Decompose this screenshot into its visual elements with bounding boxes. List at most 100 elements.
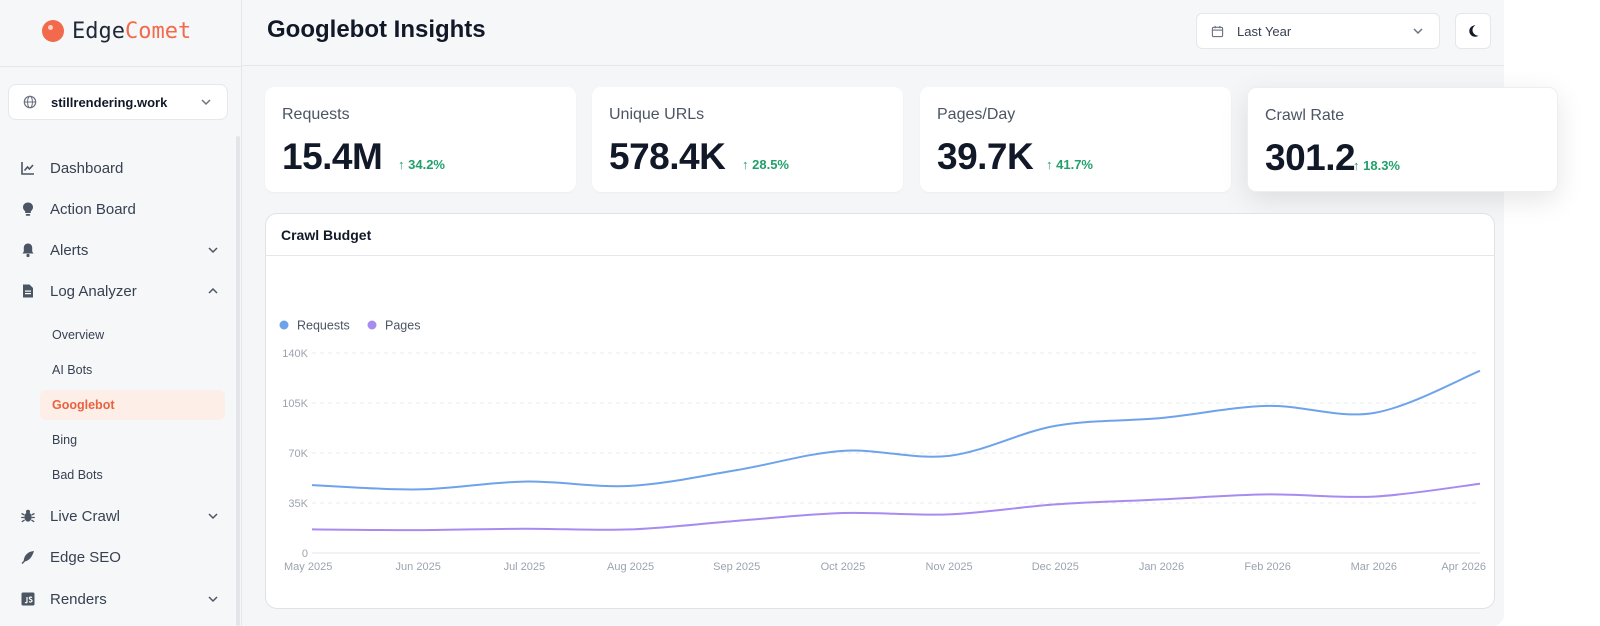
x-tick-label: Jul 2025 <box>504 561 546 573</box>
series-line-pages <box>311 482 1481 532</box>
crawl-budget-panel: Crawl Budget Requests Pages 0 35K 70K 105K 140… <box>265 213 1495 609</box>
stat-delta: ↑ 28.5% <box>742 157 789 172</box>
globe-icon <box>23 95 37 109</box>
stat-delta: ↑ 34.2% <box>398 157 445 172</box>
y-tick-label: 0 <box>302 548 308 560</box>
calendar-icon <box>1211 25 1224 37</box>
x-tick-label: Nov 2025 <box>926 561 973 573</box>
stat-delta-value: 18.3% <box>1363 158 1400 173</box>
crawl-budget-chart: Requests Pages 0 35K 70K 105K 140K May 2025 Jun … <box>279 319 1486 573</box>
arrow-up-icon: ↑ <box>1046 157 1057 172</box>
stat-card-pages-per-day: Pages/Day 39.7K ↑ 41.7% <box>920 87 1231 192</box>
subnav-item-googlebot[interactable]: Googlebot <box>40 390 225 420</box>
x-tick-label: Feb 2026 <box>1244 561 1290 573</box>
chart-title: Crawl Budget <box>281 226 372 243</box>
series-line-requests <box>311 369 1481 491</box>
x-tick-label: Jan 2026 <box>1139 561 1184 573</box>
brand-logo[interactable]: EdgeComet <box>42 17 191 45</box>
subnav-item-bing[interactable]: Bing <box>52 433 78 447</box>
chevron-down-icon <box>1413 28 1423 35</box>
subnav-item-ai-bots[interactable]: AI Bots <box>52 363 93 377</box>
sidebar-item-label: Action Board <box>50 200 136 218</box>
sidebar-item-live-crawl[interactable]: Live Crawl <box>20 502 220 530</box>
sidebar-item-action-board[interactable]: Action Board <box>20 195 220 223</box>
stat-card-crawl-rate: Crawl Rate 301.2 ↑ 18.3% <box>1247 87 1558 192</box>
stat-value: 578.4K <box>609 136 726 177</box>
sidebar-item-dashboard[interactable]: Dashboard <box>20 154 220 182</box>
arrow-up-icon: ↑ <box>742 157 753 172</box>
chevron-down-icon <box>208 513 218 520</box>
stat-card-requests: Requests 15.4M ↑ 34.2% <box>265 87 576 192</box>
sidebar-item-log-analyzer[interactable]: Log Analyzer <box>20 277 220 305</box>
site-selector-value: stillrendering.work <box>51 94 168 110</box>
stat-value: 15.4M <box>282 136 383 177</box>
page-title: Googlebot Insights <box>267 16 486 43</box>
sidebar-divider <box>0 66 242 67</box>
x-tick-label: May 2025 <box>284 561 332 573</box>
x-tick-label: Sep 2025 <box>713 561 760 573</box>
subnav-item-overview[interactable]: Overview <box>52 328 105 342</box>
chevron-down-icon <box>208 247 218 254</box>
sidebar-item-renders[interactable]: Renders <box>20 585 220 613</box>
legend-swatch <box>279 320 289 330</box>
theme-toggle-button[interactable] <box>1455 13 1491 49</box>
stat-value: 39.7K <box>937 136 1034 177</box>
stat-delta-value: 28.5% <box>752 157 789 172</box>
y-tick-label: 35K <box>288 498 308 510</box>
stat-card-unique-urls: Unique URLs 578.4K ↑ 28.5% <box>592 87 903 192</box>
legend-label: Requests <box>297 319 350 333</box>
sidebar-item-alerts[interactable]: Alerts <box>20 236 220 264</box>
stat-value: 301.2 <box>1265 137 1356 178</box>
y-tick-label: 105K <box>282 398 308 410</box>
chart-line-icon <box>20 160 36 176</box>
chevron-up-icon <box>208 287 218 294</box>
sidebar-item-edge-seo[interactable]: Edge SEO <box>20 543 220 571</box>
moon-icon <box>1469 25 1479 37</box>
legend-swatch <box>367 320 377 330</box>
sidebar: EdgeComet stillrendering.work Dashboard <box>0 0 242 626</box>
feather-icon <box>20 549 36 565</box>
legend-label: Pages <box>385 319 420 333</box>
x-tick-label: Dec 2025 <box>1032 561 1079 573</box>
date-range-value: Last Year <box>1237 23 1292 39</box>
x-tick-label: Aug 2025 <box>607 561 654 573</box>
sidebar-item-label: Dashboard <box>50 159 124 177</box>
x-tick-label: Mar 2026 <box>1351 561 1397 573</box>
brand-name-part1: Edge <box>72 18 125 44</box>
stat-delta: ↑ 41.7% <box>1046 157 1093 172</box>
stat-label: Requests <box>282 106 350 123</box>
date-range-selector[interactable]: Last Year <box>1196 13 1440 49</box>
y-tick-label: 70K <box>288 448 308 460</box>
x-tick-label: Oct 2025 <box>821 561 866 573</box>
bug-icon <box>20 508 36 524</box>
sidebar-scrollbar[interactable] <box>236 136 240 626</box>
arrow-up-icon: ↑ <box>398 157 409 172</box>
x-tick-label: Jun 2025 <box>396 561 441 573</box>
stat-delta-value: 41.7% <box>1056 157 1093 172</box>
stat-label: Pages/Day <box>937 106 1016 123</box>
stat-delta: ↑ 18.3% <box>1353 158 1400 173</box>
y-tick-label: 140K <box>282 348 308 360</box>
subnav-item-bad-bots[interactable]: Bad Bots <box>52 468 103 482</box>
sidebar-item-label: Edge SEO <box>50 548 121 566</box>
sidebar-item-label: Log Analyzer <box>50 282 137 300</box>
brand-name-part2: Comet <box>124 18 192 44</box>
stat-label: Unique URLs <box>609 106 705 123</box>
brand-name: EdgeComet <box>72 19 191 44</box>
sidebar-item-label: Alerts <box>50 241 89 259</box>
lightbulb-icon <box>20 201 36 217</box>
arrow-up-icon: ↑ <box>1353 158 1364 173</box>
stat-label: Crawl Rate <box>1265 107 1345 124</box>
js-file-icon <box>20 591 36 607</box>
chevron-down-icon <box>201 99 211 106</box>
site-selector[interactable]: stillrendering.work <box>8 84 228 120</box>
sidebar-item-label: Live Crawl <box>50 507 121 525</box>
bell-icon <box>20 242 36 258</box>
page-header: Googlebot Insights Last Year <box>242 0 1504 66</box>
chevron-down-icon <box>208 596 218 603</box>
x-tick-label: Apr 2026 <box>1441 561 1486 573</box>
sidebar-item-label: Renders <box>50 590 107 608</box>
panel-header: Crawl Budget <box>266 214 1494 256</box>
stat-delta-value: 34.2% <box>408 157 445 172</box>
comet-logo-icon <box>42 20 64 42</box>
